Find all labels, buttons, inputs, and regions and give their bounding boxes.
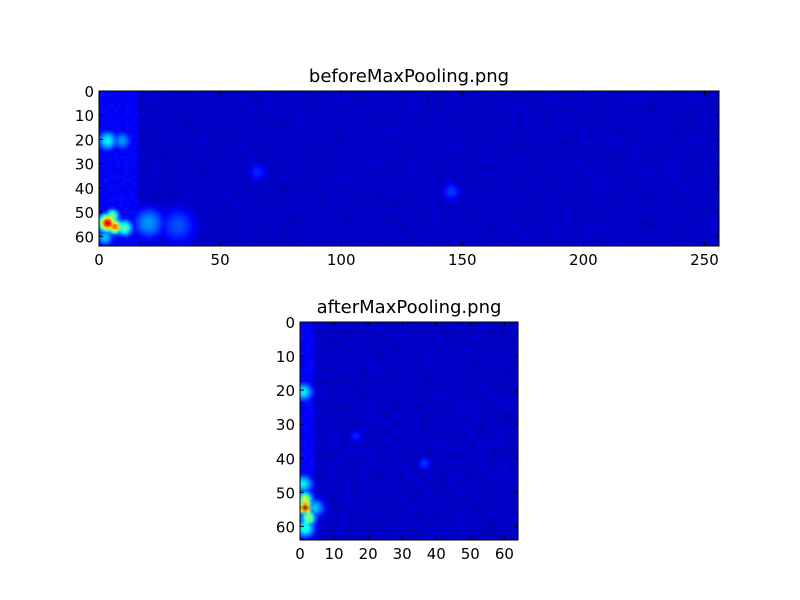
x-tick-label: 50	[211, 251, 230, 269]
y-tick-label: 40	[276, 450, 295, 468]
top-chart-title: beforeMaxPooling.png	[308, 66, 510, 87]
x-tick-label: 30	[393, 545, 412, 563]
x-tick-label: 200	[569, 251, 598, 269]
y-tick-label: 0	[84, 83, 94, 101]
top-heatmap-image	[99, 91, 719, 246]
x-tick-label: 100	[327, 251, 356, 269]
y-tick-label: 40	[75, 180, 94, 198]
x-tick-label: 60	[495, 545, 514, 563]
y-tick-label: 50	[75, 204, 94, 222]
y-tick-label: 20	[276, 382, 295, 400]
y-tick-label: 30	[276, 416, 295, 434]
bottom-chart-title: afterMaxPooling.png	[316, 297, 502, 318]
y-tick-label: 20	[75, 131, 94, 149]
y-tick-label: 60	[75, 228, 94, 246]
y-tick-label: 50	[276, 484, 295, 502]
y-tick-label: 10	[75, 107, 94, 125]
axes-frame	[299, 321, 519, 541]
x-tick-label: 10	[325, 545, 344, 563]
bottom-heatmap-image	[300, 322, 518, 540]
x-tick-label: 0	[94, 251, 104, 269]
x-tick-label: 150	[448, 251, 477, 269]
y-tick-label: 0	[285, 314, 295, 332]
x-tick-label: 250	[690, 251, 719, 269]
x-tick-label: 0	[295, 545, 305, 563]
x-tick-label: 40	[427, 545, 446, 563]
x-tick-label: 20	[359, 545, 378, 563]
y-tick-label: 30	[75, 156, 94, 174]
y-tick-label: 10	[276, 348, 295, 366]
y-tick-label: 60	[276, 518, 295, 536]
x-tick-label: 50	[461, 545, 480, 563]
axes-frame	[98, 90, 720, 247]
